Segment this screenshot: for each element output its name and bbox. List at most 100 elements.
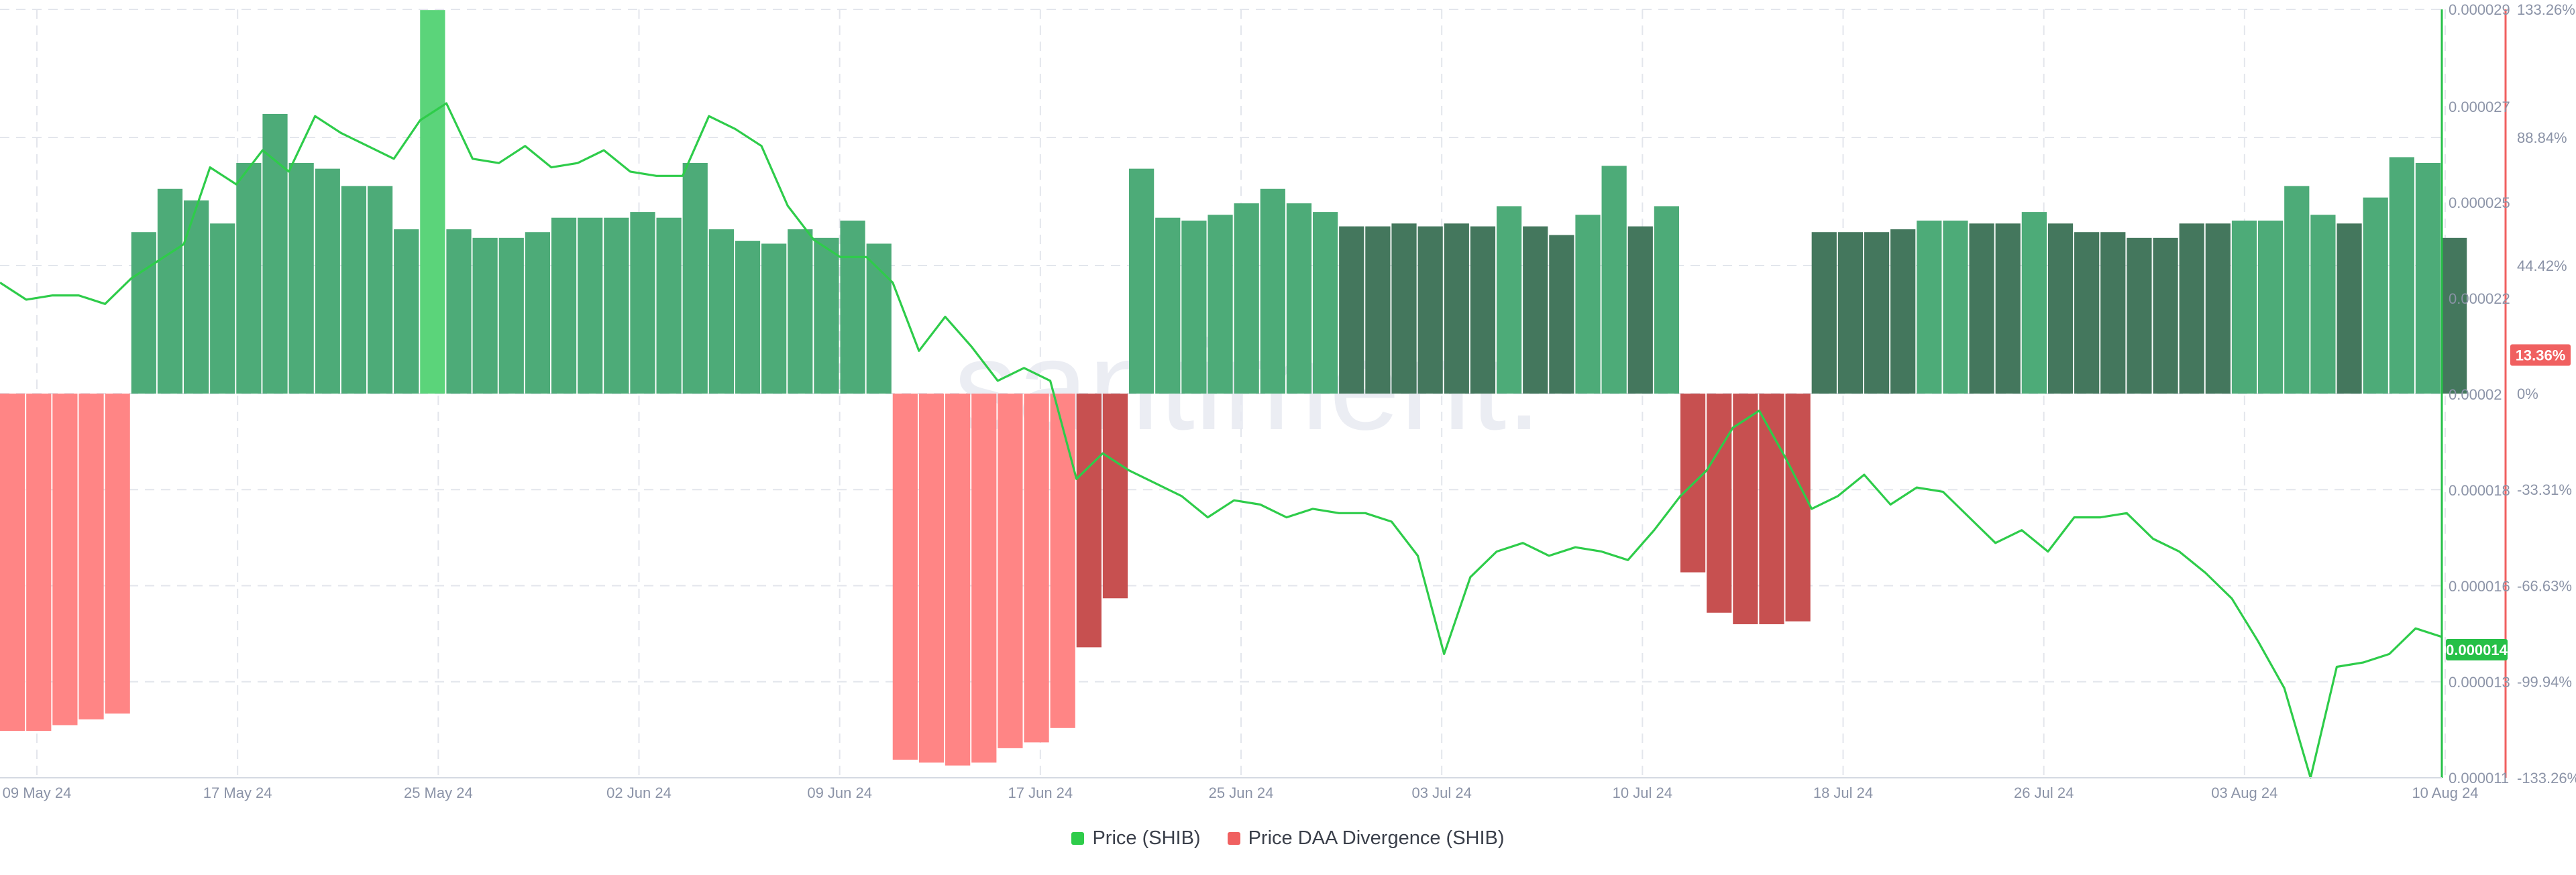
divergence-bar: [1155, 217, 1181, 394]
legend-item-divergence[interactable]: Price DAA Divergence (SHIB): [1227, 827, 1505, 850]
divergence-bar: [2442, 237, 2467, 394]
divergence-badge: 13.36%: [2516, 347, 2566, 364]
price-tick-label: 0.000013: [2449, 674, 2510, 691]
divergence-axis-ticks: -133.26% -99.94% -66.63% -33.31% 0% 44.42% 88.…: [2517, 1, 2576, 786]
divergence-bar: [1759, 394, 1784, 624]
divergence-bar: [682, 163, 708, 394]
divergence-tick-label: 88.84%: [2517, 129, 2567, 146]
legend-item-price[interactable]: Price (SHIB): [1071, 827, 1201, 850]
divergence-bar: [1575, 215, 1601, 394]
divergence-bar: [840, 221, 865, 394]
x-tick-label: 03 Jul 24: [1412, 784, 1472, 801]
divergence-bar: [1943, 221, 1968, 394]
divergence-bar: [551, 217, 577, 394]
price-line: [0, 102, 2443, 779]
divergence-bar: [315, 168, 340, 394]
price-badge-box: [2446, 639, 2508, 660]
divergence-bar: [761, 243, 787, 394]
divergence-bar: [1811, 232, 1837, 394]
divergence-bar: [2153, 237, 2178, 394]
divergence-badge-box: [2510, 344, 2571, 366]
divergence-bar: [105, 394, 130, 714]
divergence-bar: [1050, 394, 1075, 728]
divergence-bar: [918, 394, 945, 763]
x-tick-label: 02 Jun 24: [606, 784, 672, 801]
divergence-tick-label: -33.31%: [2517, 481, 2572, 498]
divergence-bar: [1523, 226, 1548, 394]
price-tick-label: 0.00002: [2449, 386, 2502, 403]
divergence-bar: [1601, 166, 1627, 394]
divergence-bar: [26, 394, 52, 732]
x-axis-ticks: 09 May 24 17 May 24 25 May 24 02 Jun 24 09 J…: [3, 784, 2479, 801]
divergence-bar: [525, 232, 551, 394]
divergence-bar: [2258, 221, 2284, 394]
x-tick-label: 10 Aug 24: [2412, 784, 2478, 801]
divergence-bar: [367, 186, 393, 394]
divergence-bar: [2074, 232, 2100, 394]
divergence-bar: [1102, 394, 1128, 599]
x-tick-label: 17 Jun 24: [1008, 784, 1073, 801]
divergence-bar: [1470, 226, 1496, 394]
price-tick-label: 0.000029: [2449, 1, 2510, 18]
x-tick-label: 18 Jul 24: [1813, 784, 1873, 801]
legend: Price (SHIB) Price DAA Divergence (SHIB): [0, 823, 2576, 853]
value-badges: 0.000014 13.36%: [2446, 344, 2571, 660]
divergence-tick-label: -66.63%: [2517, 578, 2572, 595]
divergence-bar: [1733, 394, 1758, 624]
divergence-bar: [945, 394, 971, 766]
price-tick-label: 0.000016: [2449, 578, 2510, 595]
divergence-bar: [866, 243, 892, 394]
price-tick-label: 0.000025: [2449, 194, 2510, 211]
divergence-bar: [1444, 223, 1469, 394]
divergence-bar: [971, 394, 997, 763]
x-tick-label: 25 May 24: [404, 784, 473, 801]
x-tick-label: 09 Jun 24: [807, 784, 872, 801]
divergence-bar: [2363, 197, 2388, 394]
divergence-bar: [1181, 221, 1207, 394]
divergence-bar: [1707, 394, 1732, 613]
divergence-bar: [1365, 226, 1391, 394]
divergence-bar: [1208, 215, 1233, 394]
divergence-bar: [1890, 229, 1916, 394]
divergence-bar: [131, 232, 156, 394]
divergence-bar: [578, 217, 603, 394]
divergence-bar: [2179, 223, 2204, 394]
divergence-bar: [2047, 223, 2074, 394]
divergence-bar: [604, 217, 629, 394]
divergence-bar: [1260, 188, 1285, 394]
divergence-bars: [0, 10, 2467, 766]
divergence-bar: [1417, 226, 1443, 394]
divergence-bar: [788, 229, 813, 394]
divergence-bar: [2205, 223, 2231, 394]
divergence-tick-label: 133.26%: [2517, 1, 2575, 18]
divergence-tick-label: -133.26%: [2517, 770, 2576, 786]
x-tick-label: 17 May 24: [203, 784, 272, 801]
divergence-bar: [1234, 203, 1259, 394]
divergence-bar: [1312, 212, 1338, 394]
divergence-bar: [1391, 223, 1417, 394]
divergence-bar: [394, 229, 419, 394]
price-line-group: [0, 102, 2443, 779]
divergence-bar: [288, 163, 314, 394]
price-tick-label: 0.000027: [2449, 99, 2510, 115]
divergence-bar: [1339, 226, 1364, 394]
divergence-bar: [1286, 203, 1312, 394]
divergence-bar: [998, 394, 1023, 748]
legend-swatch-divergence: [1227, 831, 1240, 845]
divergence-bar: [630, 212, 655, 394]
divergence-bar: [420, 10, 445, 394]
divergence-bar: [1496, 206, 1522, 394]
divergence-bar: [2127, 237, 2152, 394]
divergence-bar: [2100, 232, 2126, 394]
divergence-bar: [341, 186, 367, 394]
divergence-tick-label: 0%: [2517, 386, 2538, 402]
legend-label-divergence: Price DAA Divergence (SHIB): [1248, 827, 1505, 849]
divergence-bar: [1864, 232, 1890, 394]
x-tick-label: 26 Jul 24: [2014, 784, 2074, 801]
divergence-tick-label: 44.42%: [2517, 257, 2567, 274]
divergence-bar: [656, 217, 682, 394]
divergence-bar: [892, 394, 918, 760]
divergence-bar: [183, 200, 209, 394]
divergence-bar: [262, 113, 288, 394]
